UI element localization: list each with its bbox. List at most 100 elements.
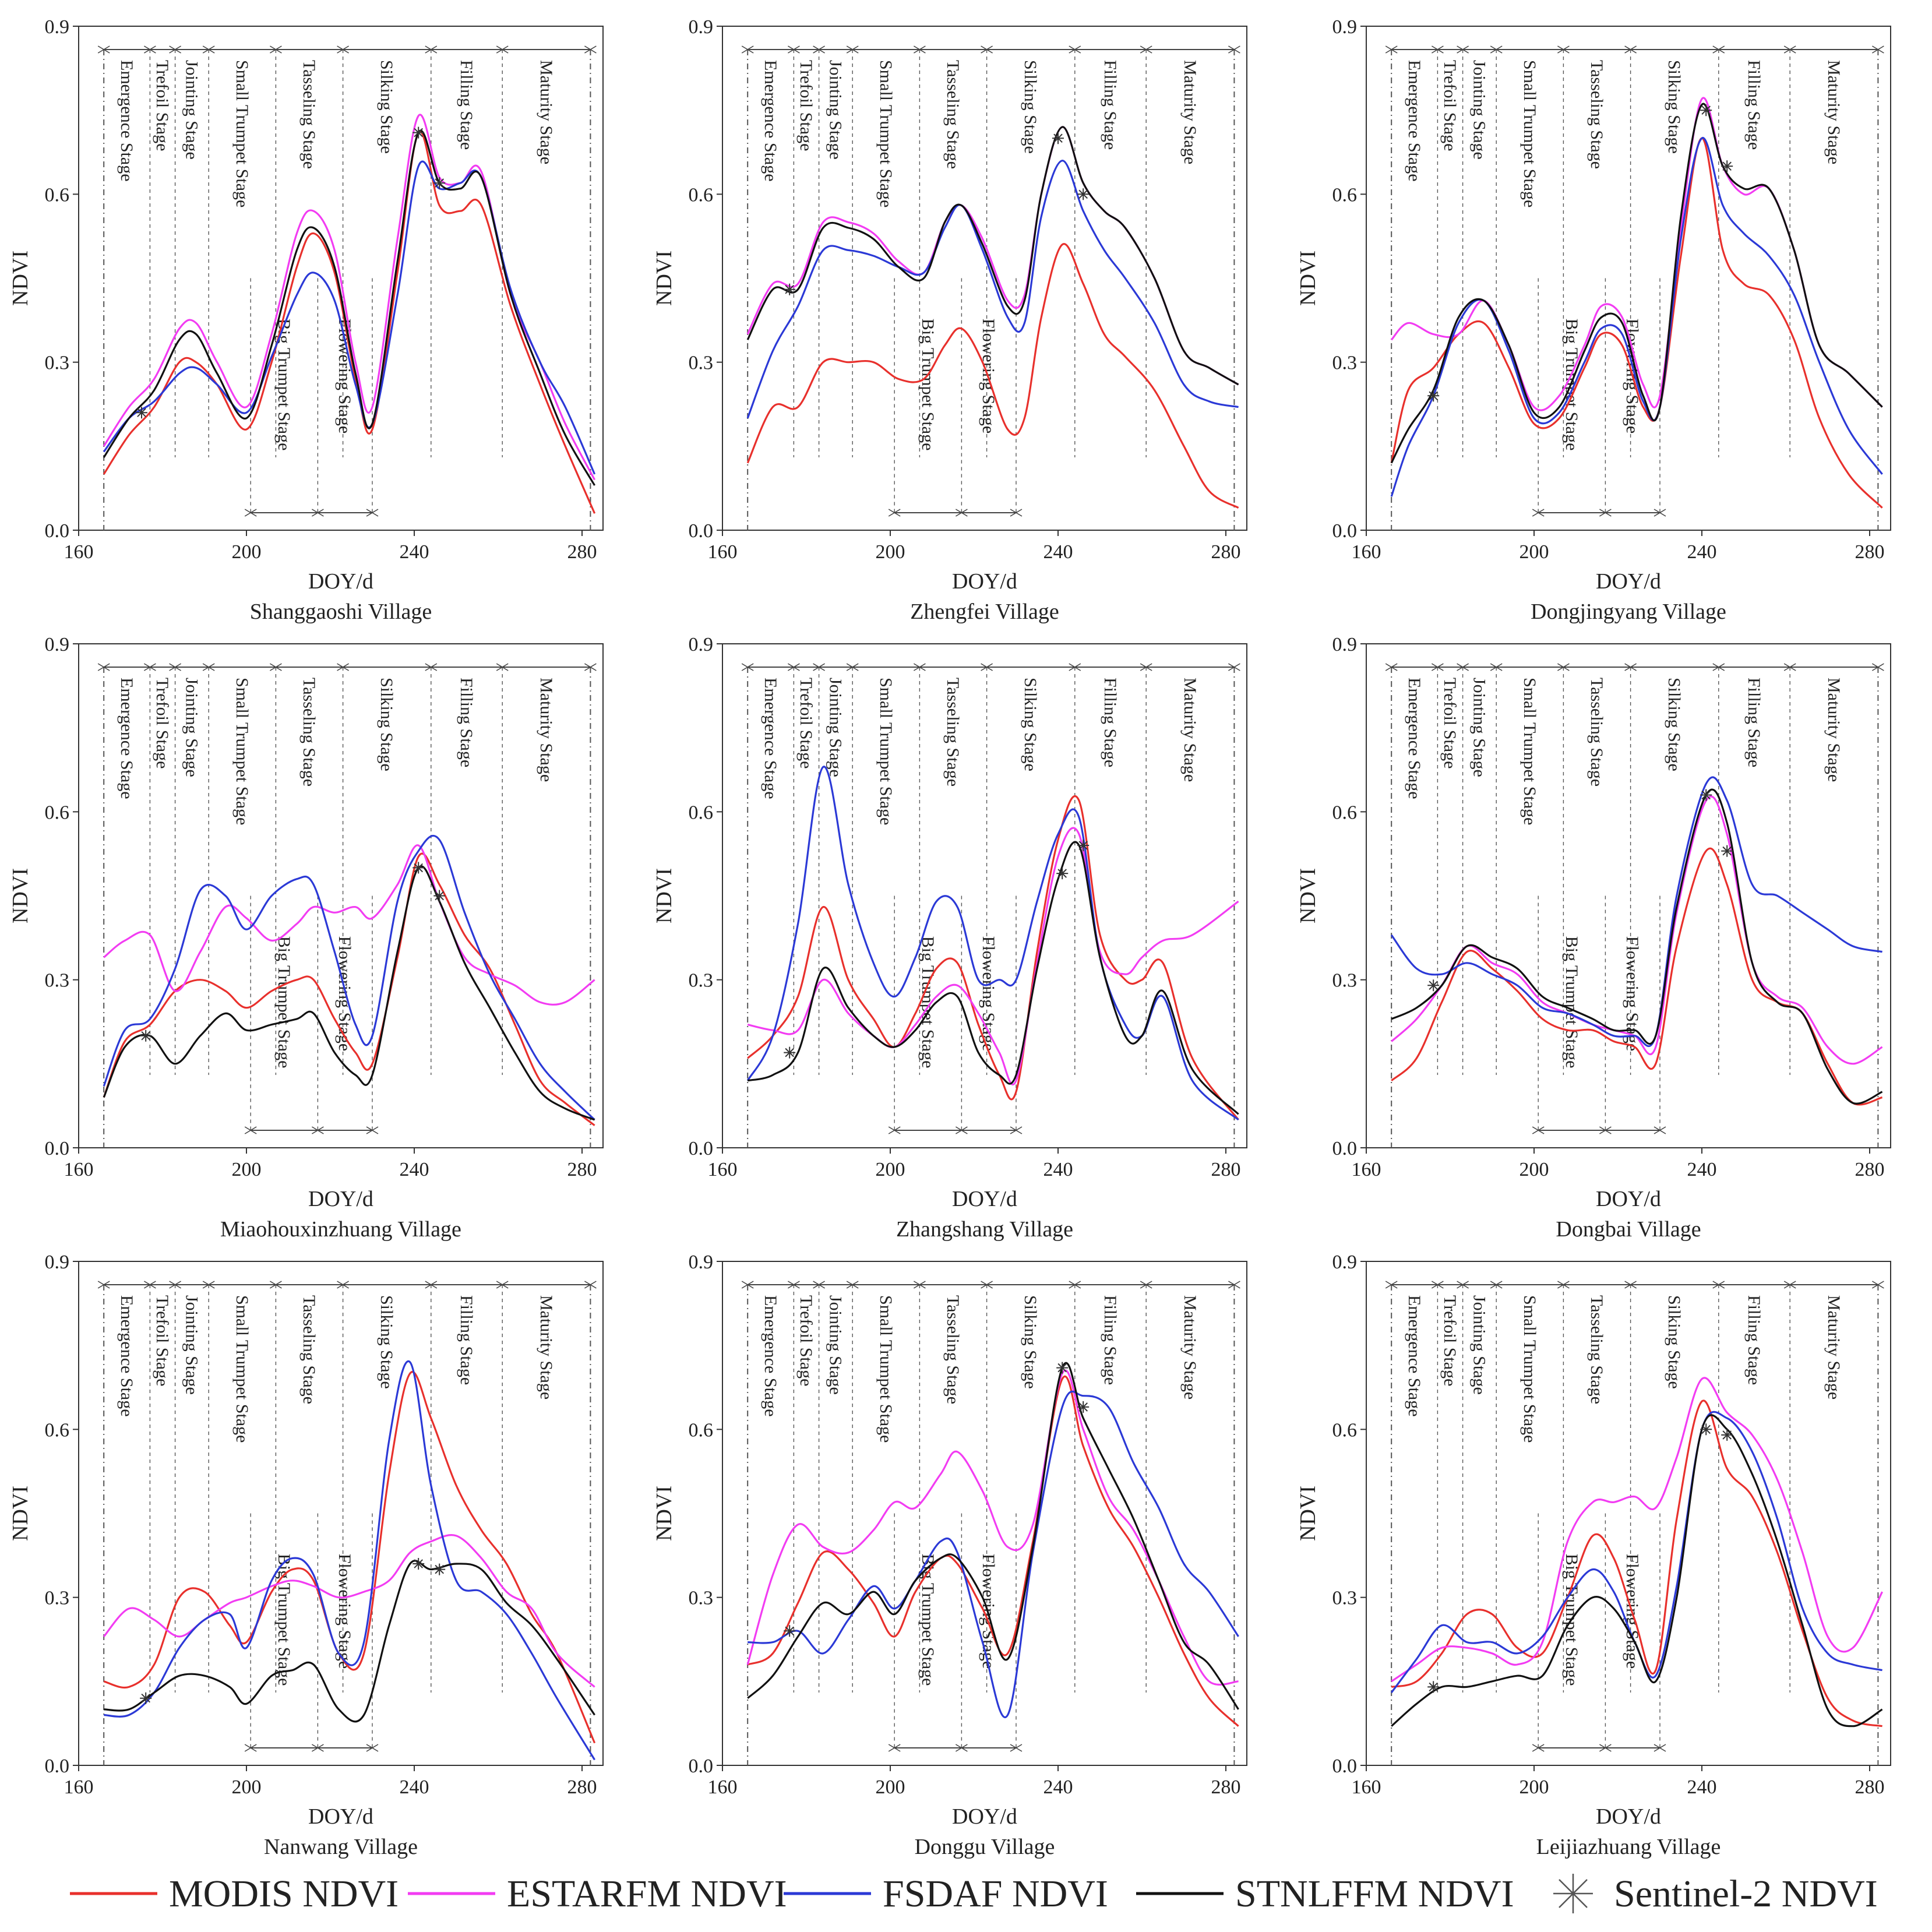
stage-arrowhead (981, 663, 993, 671)
plot-frame (722, 643, 1247, 1148)
stage-arrowhead (425, 1281, 438, 1289)
stage-arrowhead (97, 663, 110, 671)
stage-arrowhead (311, 509, 324, 517)
y-tick-label: 0.6 (1332, 1419, 1358, 1441)
chart-panel: Emergence Stage Trefoil Stage Jointing Sta… (1296, 634, 1891, 1242)
stage-arrowhead (1654, 509, 1666, 517)
plot-frame (722, 1261, 1247, 1766)
series-line (747, 1362, 1239, 1710)
plot-frame (78, 1261, 604, 1766)
chart-panel: Emergence Stage Trefoil Stage Jointing Sta… (1296, 16, 1891, 624)
stage-arrowhead (1490, 663, 1503, 671)
stage-label: Filling Stage (1101, 60, 1120, 150)
stage-label: Silking Stage (377, 60, 396, 154)
stage-label: Silking Stage (1665, 60, 1684, 154)
stage-label: Maturity Stage (1824, 1295, 1843, 1399)
sentinel-marker (413, 1558, 425, 1570)
x-tick-label: 160 (708, 1159, 738, 1180)
stage-arrowhead (169, 1281, 182, 1289)
panel-title: Zhengfei Village (910, 600, 1059, 624)
stage-arrowhead (1140, 45, 1152, 54)
chart-panel: Emergence Stage Trefoil Stage Jointing Sta… (652, 634, 1247, 1242)
x-tick-label: 200 (1519, 1776, 1549, 1798)
stage-label: Jointing Stage (182, 678, 201, 777)
series-line (1391, 1414, 1883, 1727)
stage-arrowhead (337, 45, 350, 54)
legend: MODIS NDVI ESTARFM NDVI FSDAF NDVI STNLFFM … (70, 1873, 1878, 1915)
stage-arrowhead (1599, 509, 1612, 517)
stage-label: Small Trumpet Stage (1520, 678, 1539, 825)
stage-label: Jointing Stage (1469, 678, 1489, 777)
stage-arrowhead (1457, 663, 1469, 671)
x-tick-label: 200 (1519, 1159, 1549, 1180)
y-tick-label: 0.0 (45, 1755, 70, 1777)
y-tick-label: 0.3 (1332, 352, 1358, 374)
y-tick-label: 0.3 (689, 1588, 714, 1609)
stage-arrowhead (888, 509, 901, 517)
x-tick-label: 280 (1211, 1776, 1241, 1798)
series-line (1391, 1377, 1884, 1683)
stage-arrowhead (143, 663, 156, 671)
stage-label: Trefoil Stage (153, 60, 172, 151)
series-line (747, 841, 1239, 1115)
stage-arrowhead (1228, 663, 1240, 671)
stage-label: Big Trumpet Stage (918, 319, 937, 451)
stage-arrowhead (1871, 45, 1884, 54)
stage-arrowhead (1783, 1281, 1796, 1289)
stage-label: Small Trumpet Stage (232, 678, 252, 825)
stage-arrowhead (981, 1281, 993, 1289)
y-tick-label: 0.6 (45, 802, 70, 823)
y-tick-label: 0.0 (689, 1138, 714, 1159)
y-tick-label: 0.3 (689, 352, 714, 374)
stage-arrowhead (1457, 1281, 1469, 1289)
stage-arrowhead (1624, 663, 1637, 671)
stage-label: Jointing Stage (826, 1295, 845, 1395)
x-tick-label: 200 (876, 541, 905, 563)
stage-arrowhead (143, 45, 156, 54)
sentinel-marker (413, 126, 425, 139)
stage-arrowhead (1457, 45, 1469, 54)
stage-label: Trefoil Stage (796, 678, 816, 768)
y-tick-label: 0.3 (689, 970, 714, 992)
stage-label: Tasseling Stage (943, 1295, 963, 1404)
stage-arrowhead (1140, 1281, 1152, 1289)
stage-label: Small Trumpet Stage (1520, 60, 1539, 207)
y-tick-label: 0.3 (1332, 1588, 1358, 1609)
stage-arrowhead (244, 1744, 257, 1752)
stage-arrowhead (1431, 45, 1444, 54)
x-axis-title: DOY/d (952, 569, 1017, 594)
sentinel-marker (1077, 1401, 1090, 1413)
stage-arrowhead (1783, 663, 1796, 671)
x-tick-label: 200 (232, 1776, 262, 1798)
series-line (746, 1369, 1239, 1686)
stage-arrowhead (496, 663, 509, 671)
stage-arrowhead (955, 1126, 968, 1134)
x-tick-label: 160 (1352, 1776, 1381, 1798)
y-axis-title: NDVI (8, 868, 33, 923)
stage-arrowhead (1431, 1281, 1444, 1289)
stage-label: Emergence Stage (1405, 678, 1424, 799)
stage-arrowhead (244, 1126, 257, 1134)
stage-arrowhead (1140, 663, 1152, 671)
series-line (1390, 1411, 1882, 1694)
stage-label: Silking Stage (1021, 678, 1040, 771)
y-tick-label: 0.6 (689, 802, 714, 823)
stage-label: Emergence Stage (761, 678, 780, 799)
x-tick-label: 240 (1043, 541, 1073, 563)
stage-arrowhead (1712, 1281, 1725, 1289)
stage-arrowhead (1783, 45, 1796, 54)
stage-label: Small Trumpet Stage (232, 1295, 252, 1443)
sentinel-marker (1721, 845, 1733, 857)
stage-arrowhead (1557, 663, 1570, 671)
stage-arrowhead (1654, 1744, 1666, 1752)
stage-label: Emergence Stage (117, 60, 136, 182)
stage-label: Trefoil Stage (1440, 678, 1459, 768)
x-tick-label: 200 (232, 1159, 262, 1180)
stage-label: Small Trumpet Stage (876, 678, 896, 825)
series-line (1390, 103, 1883, 464)
stage-label: Emergence Stage (761, 60, 780, 182)
legend-label: ESTARFM NDVI (507, 1873, 787, 1915)
stage-label: Emergence Stage (1405, 1295, 1424, 1417)
sentinel-marker (136, 407, 147, 419)
y-tick-label: 0.3 (45, 352, 70, 374)
